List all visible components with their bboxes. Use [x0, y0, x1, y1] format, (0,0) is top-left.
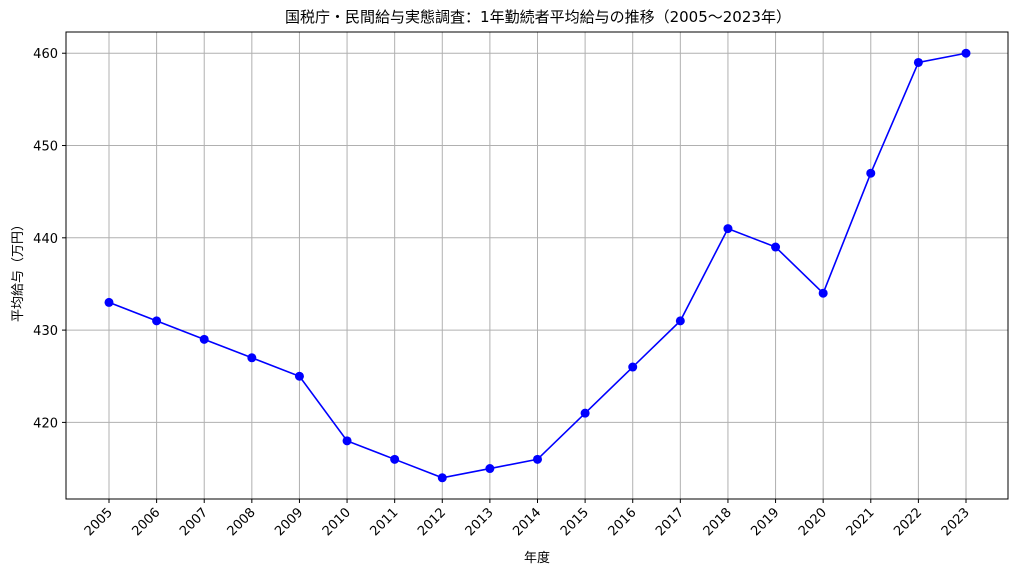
data-point — [485, 464, 495, 474]
data-point — [199, 334, 209, 344]
x-tick-label: 2006 — [129, 505, 163, 539]
data-point — [437, 473, 447, 483]
data-series — [104, 48, 971, 483]
y-tick-label: 440 — [33, 232, 58, 247]
x-tick-label: 2018 — [701, 505, 735, 539]
y-axis-title: 平均給与（万円） — [11, 218, 26, 322]
data-point — [723, 224, 733, 234]
x-tick-label: 2016 — [606, 505, 640, 539]
x-tick-label: 2022 — [891, 505, 925, 539]
x-tick-label: 2005 — [82, 505, 116, 539]
x-tick-label: 2017 — [653, 505, 687, 539]
data-point — [294, 371, 304, 381]
y-tick-label: 430 — [33, 324, 58, 339]
data-point — [961, 48, 971, 58]
x-tick-label: 2023 — [939, 505, 973, 539]
x-tick-label: 2019 — [748, 505, 782, 539]
data-point — [533, 454, 542, 464]
x-tick-label: 2015 — [558, 505, 592, 539]
data-point — [580, 408, 590, 418]
grid-lines — [66, 32, 1008, 499]
x-tick-label: 2020 — [796, 505, 830, 539]
data-point — [342, 436, 352, 446]
data-point — [628, 362, 638, 372]
x-tick-label: 2009 — [272, 505, 306, 539]
x-tick-label: 2007 — [177, 505, 211, 539]
x-axis-title: 年度 — [524, 550, 550, 566]
y-tick-label: 450 — [33, 140, 58, 155]
chart-title: 国税庁・民間給与実態調査：1年勤続者平均給与の推移（2005〜2023年） — [285, 8, 791, 26]
data-point — [818, 288, 828, 298]
y-tick-label: 460 — [33, 47, 58, 62]
data-point — [771, 242, 781, 252]
data-point — [104, 297, 114, 307]
data-point — [390, 454, 400, 464]
x-tick-label: 2010 — [320, 505, 354, 539]
x-tick-label: 2008 — [225, 505, 259, 539]
x-tick-label: 2013 — [463, 505, 497, 539]
y-tick-label: 420 — [33, 416, 58, 431]
x-tick-label: 2021 — [844, 505, 878, 539]
data-point — [247, 353, 257, 363]
data-point — [866, 168, 876, 178]
data-point — [913, 57, 923, 67]
x-tick-label: 2012 — [415, 505, 449, 539]
x-tick-label: 2011 — [367, 505, 401, 539]
data-point — [675, 316, 685, 326]
data-point — [152, 316, 162, 326]
x-tick-label: 2014 — [510, 505, 544, 539]
